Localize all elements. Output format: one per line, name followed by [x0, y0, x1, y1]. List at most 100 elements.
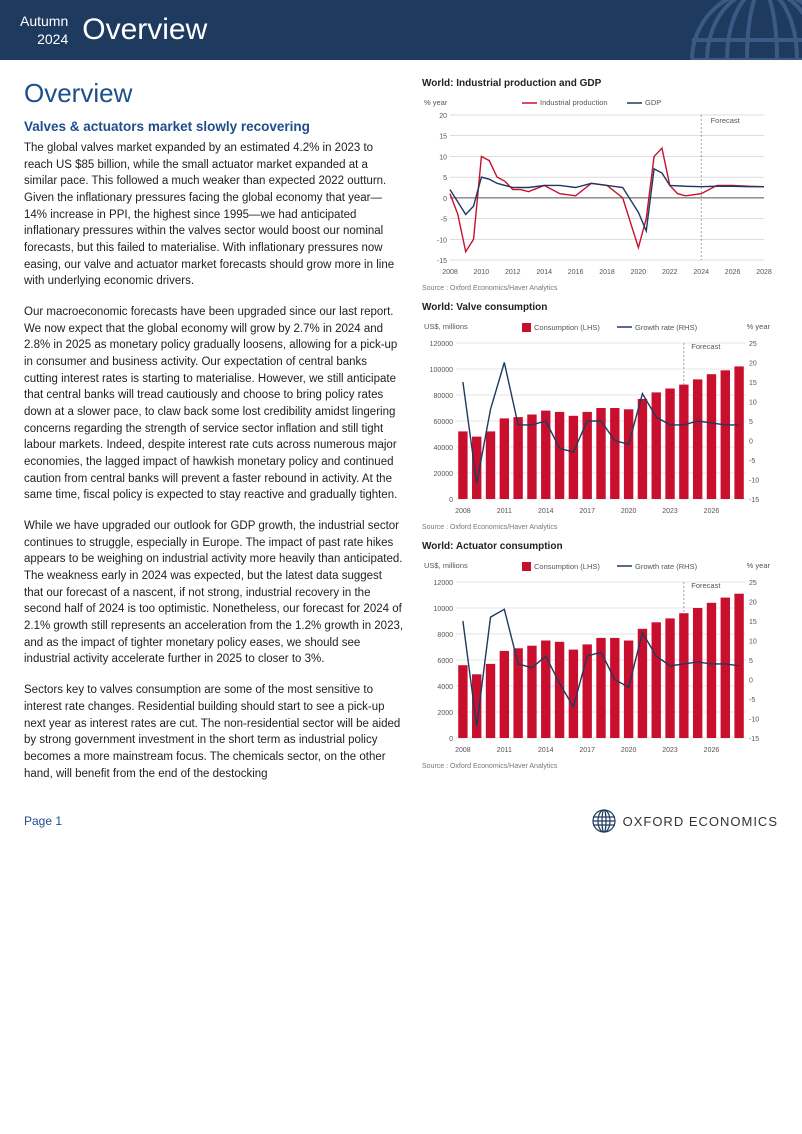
svg-text:60000: 60000 — [434, 419, 454, 426]
svg-text:2024: 2024 — [693, 269, 709, 276]
svg-text:2014: 2014 — [538, 508, 554, 515]
svg-text:-5: -5 — [749, 458, 755, 465]
paragraph: Sectors key to valves consumption are so… — [24, 682, 404, 782]
footer: Page 1 OXFORD ECONOMICS — [0, 796, 802, 852]
svg-text:0: 0 — [749, 439, 753, 446]
svg-text:10000: 10000 — [434, 606, 454, 613]
chart-title: World: Industrial production and GDP — [422, 78, 778, 89]
svg-text:2014: 2014 — [538, 747, 554, 754]
svg-text:Forecast: Forecast — [691, 342, 721, 351]
svg-text:12000: 12000 — [434, 580, 454, 587]
chart-source: Source : Oxford Economics/Haver Analytic… — [422, 524, 778, 531]
svg-text:2022: 2022 — [662, 269, 678, 276]
svg-text:US$, millions: US$, millions — [424, 322, 468, 331]
svg-text:2012: 2012 — [505, 269, 521, 276]
issue-label: Autumn 2024 — [20, 12, 68, 48]
svg-text:25: 25 — [749, 580, 757, 587]
svg-text:2023: 2023 — [662, 508, 678, 515]
svg-text:2026: 2026 — [725, 269, 741, 276]
svg-text:2014: 2014 — [536, 269, 552, 276]
svg-text:2011: 2011 — [497, 508, 512, 515]
svg-text:80000: 80000 — [434, 393, 454, 400]
svg-text:% year: % year — [747, 322, 771, 331]
svg-text:100000: 100000 — [430, 367, 453, 374]
svg-text:Growth rate (RHS): Growth rate (RHS) — [635, 323, 698, 332]
svg-text:2017: 2017 — [579, 508, 595, 515]
svg-text:20: 20 — [749, 600, 757, 607]
svg-text:-15: -15 — [749, 497, 759, 504]
svg-text:-10: -10 — [749, 478, 759, 485]
chart-title: World: Valve consumption — [422, 302, 778, 313]
svg-text:-15: -15 — [437, 258, 447, 265]
content-area: Overview Valves & actuators market slowl… — [0, 60, 802, 796]
svg-text:5: 5 — [749, 419, 753, 426]
paragraph: Our macroeconomic forecasts have been up… — [24, 304, 404, 504]
svg-text:2020: 2020 — [621, 508, 637, 515]
brand-name: OXFORD ECONOMICS — [623, 814, 778, 829]
issue-season: Autumn — [20, 12, 68, 30]
svg-text:Consumption (LHS): Consumption (LHS) — [534, 323, 600, 332]
paragraph: The global valves market expanded by an … — [24, 140, 404, 290]
section-title: Overview — [24, 78, 404, 109]
svg-text:20000: 20000 — [434, 471, 454, 478]
svg-text:2011: 2011 — [497, 747, 512, 754]
brand-logo: OXFORD ECONOMICS — [591, 808, 778, 834]
svg-text:Growth rate (RHS): Growth rate (RHS) — [635, 562, 698, 571]
svg-text:GDP: GDP — [645, 98, 661, 107]
svg-text:2023: 2023 — [662, 747, 678, 754]
svg-text:6000: 6000 — [437, 658, 453, 665]
svg-text:-5: -5 — [749, 697, 755, 704]
svg-text:2010: 2010 — [474, 269, 490, 276]
svg-text:% year: % year — [424, 98, 448, 107]
svg-text:25: 25 — [749, 341, 757, 348]
globe-icon — [591, 808, 617, 834]
svg-text:2020: 2020 — [631, 269, 647, 276]
svg-text:-5: -5 — [441, 217, 447, 224]
svg-text:US$, millions: US$, millions — [424, 561, 468, 570]
chart-gdp-lines: % yearIndustrial productionGDP-15-10-505… — [422, 93, 772, 278]
banner-title: Overview — [82, 13, 207, 47]
svg-text:5: 5 — [443, 175, 447, 182]
svg-text:-10: -10 — [749, 717, 759, 724]
svg-text:120000: 120000 — [430, 341, 453, 348]
svg-text:Consumption (LHS): Consumption (LHS) — [534, 562, 600, 571]
chart-source: Source : Oxford Economics/Haver Analytic… — [422, 763, 778, 770]
svg-text:2026: 2026 — [704, 508, 720, 515]
svg-text:5: 5 — [749, 658, 753, 665]
svg-text:15: 15 — [749, 380, 757, 387]
left-column: Overview Valves & actuators market slowl… — [24, 78, 404, 796]
subtitle: Valves & actuators market slowly recover… — [24, 119, 404, 134]
page-number: Page 1 — [24, 814, 62, 828]
chart-block-actuator: World: Actuator consumption US$, million… — [422, 541, 778, 770]
svg-text:2028: 2028 — [756, 269, 772, 276]
svg-text:Forecast: Forecast — [691, 581, 721, 590]
chart-block-gdp: World: Industrial production and GDP % y… — [422, 78, 778, 292]
issue-year: 2024 — [20, 30, 68, 48]
paragraph: While we have upgraded our outlook for G… — [24, 518, 404, 668]
chart-valve-consumption: US$, millions % year Consumption (LHS) Grow… — [422, 317, 772, 517]
svg-text:Forecast: Forecast — [711, 116, 741, 125]
svg-text:40000: 40000 — [434, 445, 454, 452]
chart-actuator-consumption: US$, millions % year Consumption (LHS) Grow… — [422, 556, 772, 756]
svg-text:-15: -15 — [749, 736, 759, 743]
svg-text:20: 20 — [749, 361, 757, 368]
svg-text:0: 0 — [749, 678, 753, 685]
chart-title: World: Actuator consumption — [422, 541, 778, 552]
svg-text:2008: 2008 — [442, 269, 458, 276]
right-column: World: Industrial production and GDP % y… — [422, 78, 778, 796]
svg-text:10: 10 — [439, 154, 447, 161]
svg-text:2008: 2008 — [455, 508, 471, 515]
svg-text:15: 15 — [439, 134, 447, 141]
globe-decoration-icon — [682, 0, 802, 60]
svg-text:2018: 2018 — [599, 269, 615, 276]
svg-text:10: 10 — [749, 400, 757, 407]
chart-block-valve: World: Valve consumption US$, millions % … — [422, 302, 778, 531]
svg-text:0: 0 — [449, 736, 453, 743]
svg-text:-10: -10 — [437, 237, 447, 244]
svg-text:2008: 2008 — [455, 747, 471, 754]
svg-text:0: 0 — [449, 497, 453, 504]
svg-text:% year: % year — [747, 561, 771, 570]
svg-text:15: 15 — [749, 619, 757, 626]
svg-text:8000: 8000 — [437, 632, 453, 639]
chart-source: Source : Oxford Economics/Haver Analytic… — [422, 285, 778, 292]
